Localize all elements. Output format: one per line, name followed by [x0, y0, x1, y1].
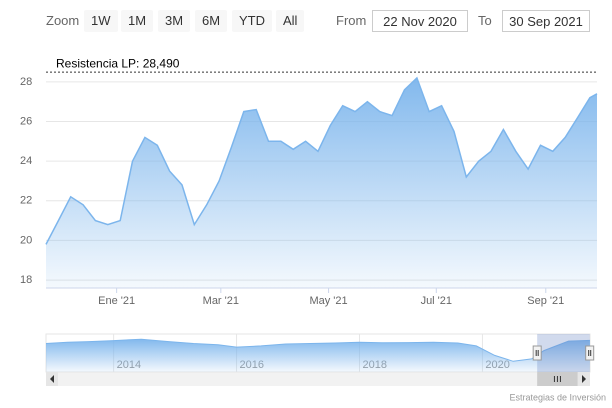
- y-tick-label: 22: [20, 195, 32, 207]
- from-input[interactable]: 22 Nov 2020: [372, 10, 468, 32]
- zoom-label: Zoom: [46, 13, 80, 28]
- navigator-mask: [537, 334, 590, 372]
- range-button[interactable]: 1W: [84, 10, 118, 32]
- range-button[interactable]: All: [276, 10, 305, 32]
- y-tick-label: 26: [20, 115, 32, 127]
- x-tick-label: Mar '21: [203, 295, 239, 307]
- line: [45, 76, 598, 245]
- scrollbar-track[interactable]: [46, 372, 590, 386]
- from-label: From: [336, 13, 367, 28]
- y-tick-label: 24: [20, 155, 32, 167]
- x-tick-label: May '21: [309, 295, 347, 307]
- range-button[interactable]: 6M: [195, 10, 228, 32]
- resistance-label: Resistencia LP: 28,490: [56, 56, 180, 70]
- x-tick-label: Sep '21: [527, 295, 564, 307]
- x-tick-label: Ene '21: [98, 295, 135, 307]
- navigator-handle[interactable]: [585, 345, 595, 361]
- to-input[interactable]: 30 Sep 2021: [502, 10, 590, 32]
- arrow-right: [582, 375, 586, 383]
- y-tick-label: 18: [20, 274, 32, 286]
- range-button[interactable]: 3M: [158, 10, 191, 32]
- area: [46, 339, 590, 372]
- line: [45, 338, 591, 362]
- x-tick-label: Jul '21: [421, 295, 452, 307]
- navigator-handle[interactable]: [532, 345, 542, 361]
- range-button[interactable]: YTD: [232, 10, 272, 32]
- to-label: To: [478, 13, 492, 28]
- area: [46, 77, 597, 289]
- arrow-left: [50, 375, 54, 383]
- credits: Estrategias de Inversión: [509, 392, 606, 402]
- range-button[interactable]: 1M: [121, 10, 154, 32]
- y-tick-label: 20: [20, 234, 32, 246]
- y-tick-label: 28: [20, 76, 32, 88]
